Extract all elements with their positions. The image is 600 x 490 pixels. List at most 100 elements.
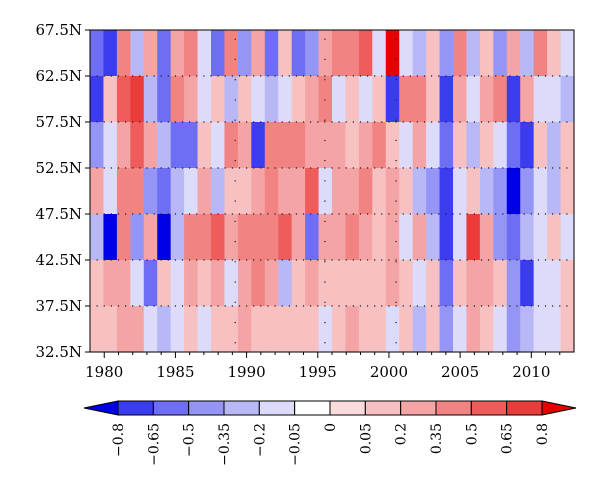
- significance-dot: [267, 121, 269, 123]
- significance-dot: [224, 259, 226, 261]
- significance-dot: [234, 79, 236, 81]
- significance-dot: [409, 167, 411, 169]
- significance-dot: [551, 75, 554, 77]
- significance-dot: [132, 167, 134, 169]
- x-tick-label: 1995: [299, 363, 337, 381]
- heatmap-cell: [116, 214, 131, 261]
- significance-dot: [124, 167, 127, 169]
- heatmap-cell: [506, 168, 521, 215]
- significance-dot: [153, 121, 155, 123]
- significance-dot: [167, 75, 169, 77]
- y-axis: 67.5N 62.5N 57.5N 52.5N 47.5N 42.5N 37.5N 32.5N: [35, 21, 90, 361]
- heatmap-cell: [520, 122, 535, 169]
- heatmap-cell: [372, 214, 387, 261]
- significance-dot: [402, 167, 404, 169]
- significance-dot: [196, 121, 198, 123]
- significance-dot: [452, 75, 454, 77]
- significance-dot: [274, 305, 276, 307]
- heatmap-cell: [143, 76, 158, 123]
- significance-dot: [566, 121, 568, 123]
- significance-dot: [196, 167, 198, 169]
- heatmap-cell: [197, 214, 212, 261]
- heatmap-cell: [385, 30, 400, 77]
- significance-dot: [153, 305, 155, 307]
- significance-dot: [124, 259, 127, 261]
- heatmap-cell: [291, 30, 306, 77]
- significance-dot: [374, 305, 376, 307]
- heatmap-cell: [520, 260, 535, 307]
- heatmap-cell: [237, 168, 252, 215]
- significance-dot: [146, 121, 148, 123]
- significance-dot: [174, 259, 177, 261]
- y-tick-label: 67.5N: [35, 21, 82, 39]
- colorbar-label: 0.8: [535, 423, 551, 445]
- heatmap-cell: [520, 76, 535, 123]
- heatmap-cell: [479, 122, 494, 169]
- significance-dot: [445, 213, 447, 215]
- significance-dot: [146, 75, 148, 77]
- heatmap-cell: [466, 214, 481, 261]
- significance-dot: [260, 167, 262, 169]
- significance-dot: [217, 259, 219, 261]
- x-tick-label: 2000: [370, 363, 408, 381]
- heatmap-cell: [385, 122, 400, 169]
- heatmap-cell: [332, 76, 347, 123]
- significance-dot: [395, 119, 397, 121]
- significance-dot: [317, 305, 319, 307]
- significance-dot: [203, 75, 205, 77]
- significance-dot: [416, 259, 419, 261]
- significance-dot: [132, 213, 134, 215]
- heatmap-cell: [372, 30, 387, 77]
- heatmap-cell: [170, 168, 185, 215]
- colorbar-segment: [506, 400, 543, 416]
- significance-dot: [544, 121, 547, 123]
- heatmap-cell: [90, 168, 105, 215]
- significance-dot: [238, 259, 241, 261]
- significance-dot: [530, 213, 532, 215]
- significance-dot: [139, 167, 141, 169]
- significance-dot: [430, 121, 433, 123]
- significance-dot: [473, 213, 476, 215]
- heatmap-cell: [345, 30, 360, 77]
- significance-dot: [438, 75, 440, 77]
- heatmap-cell: [264, 30, 279, 77]
- significance-dot: [167, 259, 169, 261]
- heatmap-cell: [560, 76, 575, 123]
- significance-dot: [495, 121, 497, 123]
- significance-dot: [395, 259, 397, 261]
- significance-dot: [181, 305, 184, 307]
- heatmap-cell: [412, 260, 427, 307]
- heatmap-cell: [305, 122, 320, 169]
- significance-dot: [487, 259, 490, 261]
- heatmap-cell: [251, 30, 266, 77]
- heatmap-cell: [291, 168, 306, 215]
- significance-dot: [174, 121, 177, 123]
- significance-dot: [381, 121, 383, 123]
- significance-dot: [566, 305, 568, 307]
- heatmap-cell: [426, 30, 441, 77]
- heatmap-cell: [211, 260, 226, 307]
- significance-dot: [302, 305, 305, 307]
- significance-dot: [295, 167, 298, 169]
- significance-dot: [110, 121, 113, 123]
- significance-dot: [117, 167, 120, 169]
- heatmap-cell: [493, 30, 508, 77]
- heatmap-cell: [358, 168, 373, 215]
- heatmap-cell: [358, 260, 373, 307]
- heatmap-cell: [318, 168, 333, 215]
- significance-dot: [167, 167, 169, 169]
- significance-dot: [324, 79, 326, 81]
- heatmap-cell: [130, 306, 145, 353]
- significance-dot: [324, 281, 326, 283]
- significance-dot: [110, 259, 113, 261]
- significance-dot: [544, 75, 547, 77]
- significance-dot: [345, 259, 347, 261]
- significance-dot: [309, 305, 312, 307]
- heatmap-cell: [318, 122, 333, 169]
- significance-dot: [395, 305, 397, 307]
- significance-dot: [345, 305, 347, 307]
- colorbar-segment: [294, 400, 331, 416]
- significance-dot: [388, 121, 390, 123]
- heatmap-cell: [332, 214, 347, 261]
- significance-dot: [160, 121, 162, 123]
